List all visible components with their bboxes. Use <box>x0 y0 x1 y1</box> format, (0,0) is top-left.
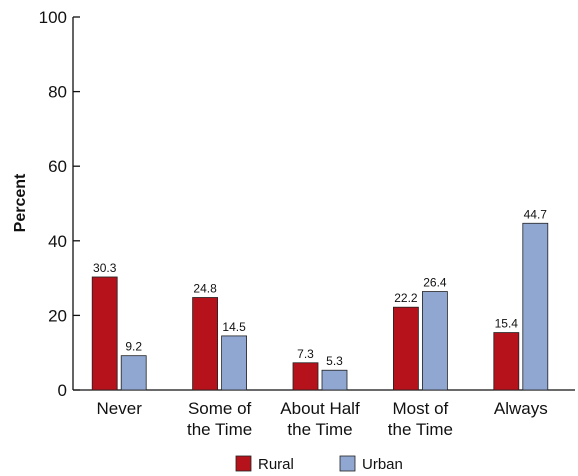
y-tick-label: 100 <box>39 8 67 27</box>
bar-rural <box>292 362 319 391</box>
legend-label-urban: Urban <box>362 456 403 473</box>
y-tick-label: 0 <box>58 381 67 400</box>
legend-swatch-rural <box>235 455 252 472</box>
bar-urban <box>421 291 448 391</box>
x-tick-label: Never <box>97 399 143 418</box>
x-tick-label: the Time <box>187 420 252 439</box>
data-label: 24.8 <box>193 281 217 295</box>
data-label: 14.5 <box>222 320 246 334</box>
legend-swatch-urban <box>339 455 356 472</box>
bar-urban <box>522 222 549 391</box>
bar-urban <box>321 369 348 391</box>
x-tick-label: Most of <box>393 399 449 418</box>
y-axis: 0 20 40 60 80 100 <box>39 8 80 400</box>
legend-label-rural: Rural <box>258 456 294 473</box>
bar-rural <box>493 332 520 391</box>
bars <box>91 222 549 391</box>
x-tick-label: About Half <box>280 399 360 418</box>
y-tick-label: 80 <box>48 83 67 102</box>
x-tick-label: the Time <box>388 420 453 439</box>
y-tick-label: 40 <box>48 232 67 251</box>
bar-rural <box>91 276 118 391</box>
bar-urban <box>120 355 147 391</box>
data-label: 9.2 <box>125 340 142 354</box>
legend: Rural Urban <box>235 455 403 473</box>
x-tick-label: Always <box>494 399 548 418</box>
data-label: 22.2 <box>394 291 418 305</box>
bar-urban <box>221 335 248 391</box>
data-label: 5.3 <box>326 354 343 368</box>
category-labels: Never Some of the Time About Half the Time Mo… <box>97 399 548 439</box>
data-label: 7.3 <box>297 347 314 361</box>
x-tick-label: the Time <box>287 420 352 439</box>
bar-rural <box>192 297 219 391</box>
data-labels: 30.3 9.2 24.8 14.5 7.3 5.3 22.2 26.4 15.4 44.7 <box>93 207 547 368</box>
y-tick-label: 20 <box>48 306 67 325</box>
data-label: 44.7 <box>524 207 548 221</box>
y-tick-label: 60 <box>48 157 67 176</box>
y-axis-title: Percent <box>12 173 29 232</box>
data-label: 26.4 <box>423 276 447 290</box>
data-label: 15.4 <box>495 317 519 331</box>
data-label: 30.3 <box>93 261 117 275</box>
bar-rural <box>392 306 419 391</box>
x-tick-label: Some of <box>188 399 252 418</box>
